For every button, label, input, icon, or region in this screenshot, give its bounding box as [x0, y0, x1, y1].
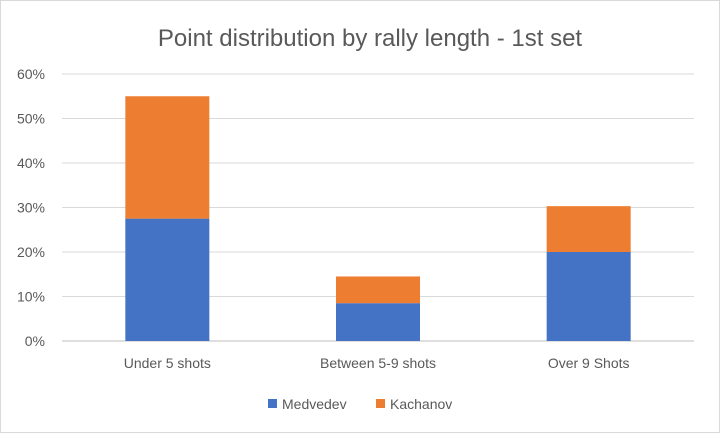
- chart-title: Point distribution by rally length - 1st…: [158, 25, 583, 52]
- bars: [125, 96, 631, 341]
- y-tick-label: 10%: [17, 289, 45, 305]
- y-tick-label: 30%: [17, 200, 45, 216]
- x-tick-label: Under 5 shots: [124, 355, 211, 371]
- bar-kachanov-1: [125, 96, 210, 219]
- x-tick-label: Over 9 Shots: [548, 355, 630, 371]
- y-tick-label: 40%: [17, 155, 45, 171]
- y-tick-label: 20%: [17, 244, 45, 260]
- bar-medvedev-1: [125, 218, 210, 341]
- x-axis-ticks: Under 5 shots Between 5-9 shots Over 9 Sho…: [124, 355, 630, 371]
- y-tick-label: 0%: [25, 333, 45, 349]
- y-tick-label: 50%: [17, 111, 45, 127]
- legend: Medvedev Kachanov: [268, 396, 452, 412]
- bar-medvedev-2: [336, 303, 420, 341]
- legend-swatch-kachanov: [376, 399, 385, 408]
- y-tick-label: 60%: [17, 66, 45, 82]
- x-tick-label: Between 5-9 shots: [320, 355, 436, 371]
- y-axis-ticks: 0% 10% 20% 30% 40% 50% 60%: [17, 66, 45, 349]
- bar-medvedev-3: [546, 252, 631, 341]
- legend-swatch-medvedev: [268, 399, 277, 408]
- legend-label-medvedev: Medvedev: [282, 396, 347, 412]
- bar-kachanov-2: [336, 276, 420, 304]
- bar-kachanov-3: [546, 206, 631, 252]
- legend-label-kachanov: Kachanov: [390, 396, 452, 412]
